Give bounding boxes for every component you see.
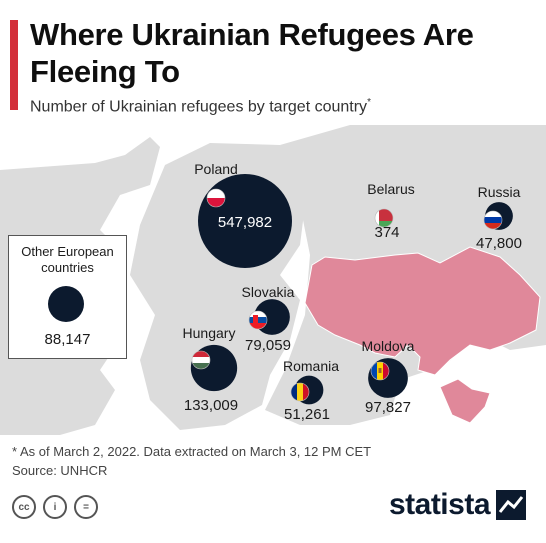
slovakia-label: Slovakia (242, 284, 295, 300)
legend-value: 88,147 (44, 331, 91, 348)
belarus-flag-icon (374, 208, 394, 228)
hungary-label: Hungary (183, 325, 236, 341)
legend-bubble (48, 286, 84, 322)
license-icons: cc i = (12, 495, 98, 519)
refugee-map: Poland 547,982 Hungary 133,009 Moldova 97,827… (0, 125, 546, 435)
romania-value: 51,261 (284, 406, 330, 423)
russia-label: Russia (478, 184, 521, 200)
brand-name: statista (388, 488, 491, 521)
legend-label: Other European countries (21, 244, 114, 275)
belarus-label: Belarus (367, 181, 414, 197)
moldova-label: Moldova (362, 338, 415, 354)
footnote: * As of March 2, 2022. Data extracted on… (12, 442, 371, 480)
subtitle-footnote-mark: * (367, 97, 371, 108)
ukraine-shape (304, 246, 541, 376)
belarus-value: 374 (374, 224, 399, 241)
romania-label: Romania (283, 358, 339, 374)
russia-flag-icon (483, 210, 503, 230)
poland-flag-icon (206, 188, 226, 208)
footnote-source: Source: UNHCR (12, 463, 108, 478)
poland-label: Poland (194, 161, 238, 177)
nd-icon[interactable]: = (74, 495, 98, 519)
legend-other-countries: Other European countries 88,147 (8, 235, 127, 359)
statista-mark-icon (496, 490, 526, 520)
accent-bar (10, 20, 18, 110)
romania-flag-icon (290, 382, 310, 402)
bubble-layer: Poland 547,982 Hungary 133,009 Moldova 97,827… (183, 161, 522, 423)
hungary-value: 133,009 (184, 397, 238, 414)
footnote-note: * As of March 2, 2022. Data extracted on… (12, 444, 372, 459)
subtitle-text: Number of Ukrainian refugees by target c… (30, 98, 368, 116)
chart-title: Where Ukrainian Refugees Are Fleeing To (30, 17, 474, 89)
slovakia-flag-icon (248, 310, 268, 330)
moldova-value: 97,827 (365, 399, 411, 416)
chart-subtitle: Number of Ukrainian refugees by target c… (30, 97, 371, 116)
cc-icon[interactable]: cc (12, 495, 36, 519)
russia-value: 47,800 (476, 235, 522, 252)
statista-logo[interactable]: statista (389, 488, 526, 522)
slovakia-value: 79,059 (245, 337, 291, 354)
moldova-flag-icon (370, 361, 390, 381)
poland-value: 547,982 (218, 214, 272, 231)
crimea-shape (439, 378, 491, 424)
by-icon[interactable]: i (43, 495, 67, 519)
hungary-flag-icon (191, 350, 211, 370)
